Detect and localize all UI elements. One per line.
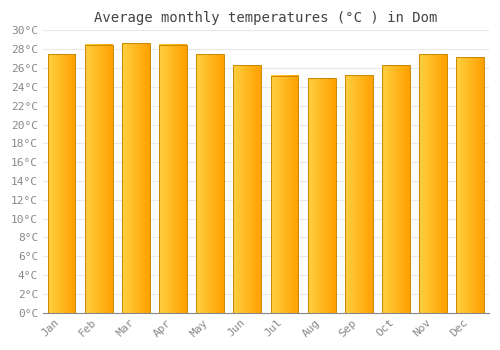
Bar — [345, 75, 373, 313]
Bar — [270, 76, 298, 313]
Bar — [419, 54, 447, 313]
Bar — [456, 57, 484, 313]
Bar — [308, 78, 336, 313]
Bar — [85, 44, 112, 313]
Bar — [196, 54, 224, 313]
Bar — [159, 44, 187, 313]
Bar — [234, 65, 262, 313]
Bar — [122, 43, 150, 313]
Title: Average monthly temperatures (°C ) in Dom: Average monthly temperatures (°C ) in Do… — [94, 11, 438, 25]
Bar — [48, 54, 76, 313]
Bar — [382, 65, 410, 313]
